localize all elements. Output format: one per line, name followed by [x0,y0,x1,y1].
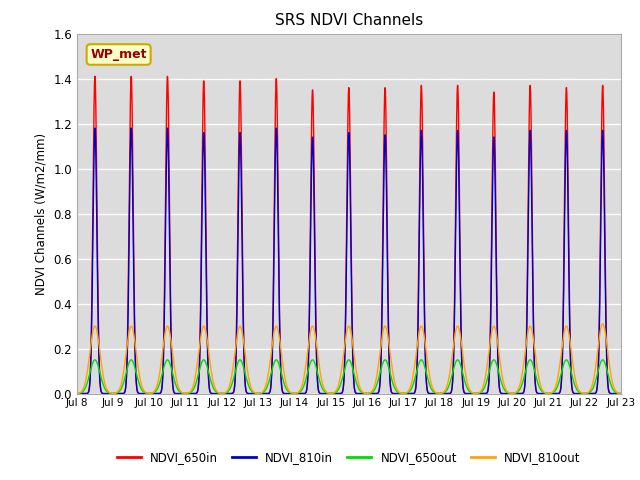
NDVI_810out [276,342,284,348]
NDVI_650out [501,388,509,394]
NDVI_650in [184,391,191,396]
NDVI_650in [501,391,509,396]
NDVI_650in [73,391,81,396]
NDVI_810in [276,363,284,369]
NDVI_810out [617,391,625,396]
NDVI_810in [189,391,197,396]
NDVI_650in [617,391,625,396]
NDVI_810out [189,383,197,389]
NDVI_810out [599,321,607,327]
NDVI_810out [501,384,509,390]
Line: NDVI_810out: NDVI_810out [77,324,621,394]
Y-axis label: NDVI Channels (W/m2/mm): NDVI Channels (W/m2/mm) [35,132,47,295]
Text: WP_met: WP_met [90,48,147,61]
Title: SRS NDVI Channels: SRS NDVI Channels [275,13,423,28]
NDVI_650in [615,391,623,396]
NDVI_810in [424,389,431,395]
NDVI_810in [73,391,81,396]
NDVI_650in [91,73,99,79]
NDVI_650in [424,389,431,395]
NDVI_810out [73,391,81,396]
NDVI_650in [189,391,197,396]
Line: NDVI_650out: NDVI_650out [77,360,621,394]
NDVI_650out [73,391,81,396]
NDVI_810out [615,390,623,396]
NDVI_810in [184,391,191,396]
NDVI_810in [91,125,99,131]
NDVI_810out [424,360,431,366]
NDVI_650out [276,367,284,372]
Line: NDVI_650in: NDVI_650in [77,76,621,394]
NDVI_810in [501,391,509,396]
NDVI_650out [184,391,191,396]
NDVI_650out [189,387,197,393]
NDVI_650out [424,376,431,382]
NDVI_650in [276,358,284,363]
Line: NDVI_810in: NDVI_810in [77,128,621,394]
NDVI_650out [617,391,625,396]
NDVI_650out [615,391,623,396]
NDVI_810in [615,391,623,396]
Legend: NDVI_650in, NDVI_810in, NDVI_650out, NDVI_810out: NDVI_650in, NDVI_810in, NDVI_650out, NDV… [112,446,586,469]
NDVI_650out [91,357,99,363]
NDVI_810in [617,391,625,396]
NDVI_810out [184,390,191,396]
